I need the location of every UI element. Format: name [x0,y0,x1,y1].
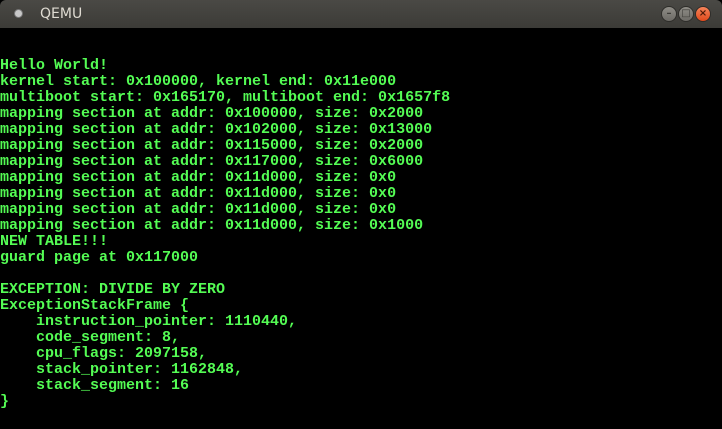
console-line: mapping section at addr: 0x11d000, size:… [0,185,397,202]
console-line: instruction_pointer: 1110440, [0,313,298,330]
console-line: kernel start: 0x100000, kernel end: 0x11… [0,73,397,90]
console-line: Hello World! [0,57,109,74]
console-line: NEW TABLE!!! [0,233,109,250]
console-line: mapping section at addr: 0x115000, size:… [0,137,424,154]
maximize-icon: □ [681,8,691,19]
console-line: mapping section at addr: 0x11d000, size:… [0,201,397,218]
console-line: mapping section at addr: 0x11d000, size:… [0,169,397,186]
console-line: mapping section at addr: 0x117000, size:… [0,153,424,170]
console-line: mapping section at addr: 0x100000, size:… [0,105,424,122]
window-title: QEMU [40,6,83,22]
console-line: stack_pointer: 1162848, [0,361,244,378]
console-output: Hello World! kernel start: 0x100000, kern… [0,58,450,410]
minimize-icon: – [666,8,672,19]
console-line: multiboot start: 0x165170, multiboot end… [0,89,451,106]
maximize-button[interactable]: □ [678,6,694,22]
console-line: mapping section at addr: 0x102000, size:… [0,121,433,138]
console-line: } [0,393,10,410]
console-line: ExceptionStackFrame { [0,297,190,314]
console-line: cpu_flags: 2097158, [0,345,208,362]
app-indicator-icon [14,9,23,18]
console-line [0,266,450,282]
vm-display[interactable]: Hello World! kernel start: 0x100000, kern… [0,28,722,429]
console-line: EXCEPTION: DIVIDE BY ZERO [0,281,226,298]
console-line: mapping section at addr: 0x11d000, size:… [0,217,424,234]
console-line: guard page at 0x117000 [0,249,199,266]
close-icon: × [698,8,708,19]
minimize-button[interactable]: – [661,6,677,22]
window-titlebar[interactable]: QEMU – □ × [0,0,722,28]
console-line: stack_segment: 16 [0,377,190,394]
close-button[interactable]: × [695,6,711,22]
console-line: code_segment: 8, [0,329,181,346]
